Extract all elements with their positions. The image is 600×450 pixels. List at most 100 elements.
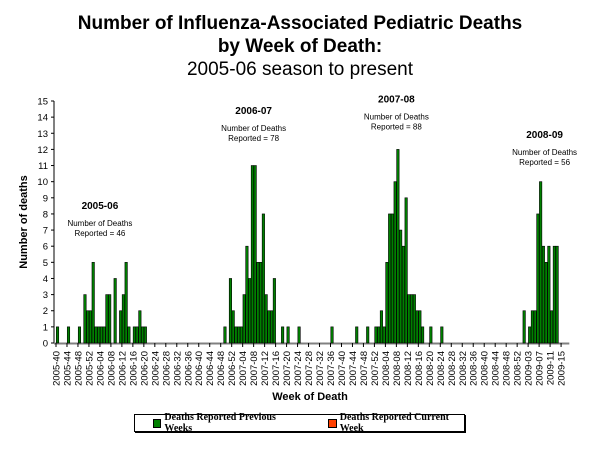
bar bbox=[355, 326, 359, 344]
y-tick-label: 12 bbox=[37, 145, 48, 156]
x-tick-label: 2007-12 bbox=[260, 351, 271, 386]
bar bbox=[382, 326, 386, 344]
x-tick-label: 2006-28 bbox=[161, 351, 172, 386]
legend-label-current-week: Deaths Reported Current Week bbox=[339, 412, 449, 434]
bar bbox=[440, 326, 444, 344]
bar bbox=[550, 310, 554, 344]
bar bbox=[522, 310, 526, 344]
bar bbox=[119, 310, 123, 344]
x-tick-label: 2008-20 bbox=[425, 351, 436, 386]
x-tick-label: 2005-40 bbox=[52, 351, 63, 386]
bar bbox=[539, 181, 543, 344]
y-tick-label: 11 bbox=[38, 161, 48, 172]
x-tick-label: 2007-28 bbox=[304, 351, 315, 386]
x-tick-label: 2009-11 bbox=[546, 351, 557, 385]
annotation-season: 2006-07 bbox=[235, 106, 272, 117]
x-tick-label: 2006-24 bbox=[150, 351, 161, 386]
x-tick-label: 2008-04 bbox=[381, 351, 392, 386]
annotation-line2: Reported = 88 bbox=[371, 123, 422, 132]
x-tick-label: 2006-32 bbox=[172, 351, 183, 386]
bar bbox=[231, 310, 235, 344]
bar bbox=[143, 326, 147, 344]
x-tick-label: 2007-40 bbox=[337, 351, 348, 386]
bar bbox=[281, 326, 285, 344]
legend-swatch-orange bbox=[328, 418, 337, 428]
x-tick-label: 2007-16 bbox=[271, 351, 282, 386]
x-tick-label: 2008-32 bbox=[458, 351, 469, 386]
legend-swatch-green bbox=[153, 418, 162, 428]
bar bbox=[415, 310, 419, 344]
bar bbox=[250, 165, 254, 344]
x-tick-label: 2006-12 bbox=[117, 351, 128, 386]
bar bbox=[141, 326, 145, 344]
bar bbox=[253, 165, 257, 344]
bar bbox=[97, 326, 101, 344]
bar bbox=[388, 213, 392, 344]
x-tick-label: 2007-32 bbox=[315, 351, 326, 386]
bar bbox=[393, 181, 397, 344]
x-tick-label: 2008-24 bbox=[436, 351, 447, 386]
bar bbox=[113, 278, 117, 344]
bar bbox=[330, 326, 334, 344]
x-tick-label: 2006-04 bbox=[95, 351, 106, 386]
y-tick-label: 4 bbox=[43, 274, 48, 285]
x-tick-label: 2008-52 bbox=[513, 351, 524, 386]
x-tick-label: 2006-40 bbox=[194, 351, 205, 386]
bar bbox=[132, 326, 136, 344]
bar bbox=[138, 310, 142, 344]
bar bbox=[544, 262, 548, 344]
legend: Deaths Reported Previous Weeks Deaths Re… bbox=[134, 412, 465, 434]
x-axis: 2005-40 2005-44 2005-48 2005-52 2006-04 2006-… bbox=[52, 342, 570, 386]
bars-group bbox=[55, 149, 559, 344]
chart-title: Number of Influenza-Associated Pediatric… bbox=[77, 13, 523, 34]
bar bbox=[404, 197, 408, 344]
bar bbox=[377, 326, 381, 344]
bar bbox=[261, 213, 265, 344]
bar bbox=[86, 310, 90, 344]
annotation-season: 2005-06 bbox=[82, 201, 119, 212]
x-tick-label: 2006-44 bbox=[205, 351, 216, 386]
x-tick-label: 2009-03 bbox=[524, 351, 535, 386]
x-tick-label: 2007-08 bbox=[249, 351, 260, 386]
bar bbox=[528, 326, 532, 344]
y-tick-label: 6 bbox=[43, 242, 48, 253]
legend-item-current-week: Deaths Reported Current Week bbox=[328, 412, 464, 434]
x-tick-label: 2007-52 bbox=[370, 351, 381, 386]
bar bbox=[239, 326, 243, 344]
x-tick-label: 2006-52 bbox=[227, 351, 238, 386]
bar bbox=[374, 326, 378, 344]
y-tick-label: 15 bbox=[37, 97, 48, 108]
bar bbox=[245, 245, 249, 344]
bar bbox=[88, 310, 92, 344]
bar bbox=[237, 326, 241, 344]
bar bbox=[264, 294, 268, 344]
x-axis-label: Week of Death bbox=[272, 391, 348, 403]
x-tick-label: 2008-12 bbox=[403, 351, 414, 386]
bar bbox=[390, 213, 394, 344]
bar bbox=[77, 326, 82, 344]
y-tick-label: 0 bbox=[43, 339, 48, 350]
x-tick-label: 2007-04 bbox=[238, 351, 249, 386]
bar bbox=[552, 245, 556, 344]
bar bbox=[121, 294, 125, 344]
x-tick-label: 2008-16 bbox=[414, 351, 425, 386]
x-tick-label: 2007-24 bbox=[293, 351, 304, 386]
bar bbox=[399, 229, 403, 344]
bar bbox=[385, 262, 389, 344]
bar bbox=[223, 326, 227, 344]
x-tick-label: 2005-48 bbox=[73, 351, 84, 386]
x-tick-label: 2006-20 bbox=[139, 351, 150, 386]
bar bbox=[270, 310, 274, 344]
x-tick-label: 2005-44 bbox=[62, 351, 73, 386]
y-tick-label: 3 bbox=[43, 290, 48, 301]
bar bbox=[267, 310, 271, 344]
bar bbox=[407, 294, 411, 344]
x-tick-label: 2007-48 bbox=[359, 351, 370, 386]
chart-title-line2: by Week of Death: bbox=[217, 36, 383, 57]
annotation-season: 2007-08 bbox=[378, 95, 415, 106]
y-axis-label: Number of deaths bbox=[18, 175, 30, 269]
x-tick-label: 2007-20 bbox=[282, 351, 293, 386]
annotation-line2: Reported = 78 bbox=[228, 134, 279, 143]
